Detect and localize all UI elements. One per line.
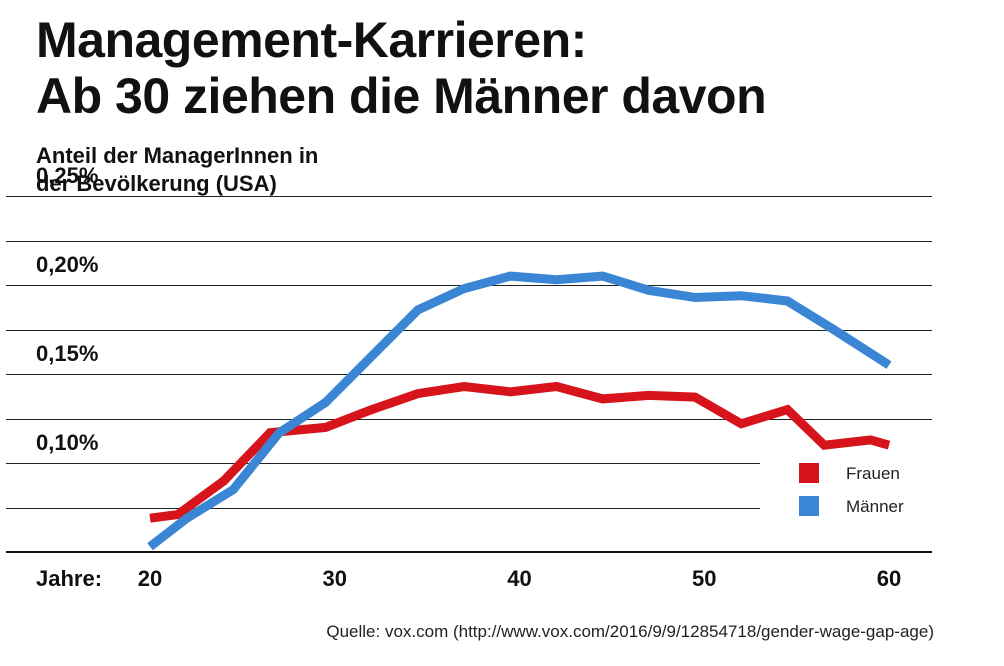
x-tick-label: 60: [877, 566, 901, 591]
title-line-1: Management-Karrieren:: [36, 12, 587, 68]
y-axis-label-line-2: der Bevölkerung (USA): [36, 171, 277, 196]
x-tick-label: 50: [692, 566, 716, 591]
title-line-2: Ab 30 ziehen die Männer davon: [36, 68, 767, 124]
x-axis-label: Jahre:: [36, 566, 102, 591]
y-axis-label: Anteil der ManagerInnen in der Bevölkeru…: [36, 142, 318, 198]
x-tick-label: 40: [507, 566, 531, 591]
y-tick-label: 0,20%: [36, 252, 98, 277]
y-tick-label: 0,15%: [36, 341, 98, 366]
chart-title: Management-Karrieren: Ab 30 ziehen die M…: [36, 12, 767, 124]
x-tick-label: 20: [138, 566, 162, 591]
y-axis-label-line-1: Anteil der ManagerInnen in: [36, 143, 319, 168]
y-tick-label: 0,10%: [36, 430, 98, 455]
y-tick-label: 0,25%: [36, 163, 98, 188]
legend-label: Männer: [846, 497, 904, 516]
x-tick-label: 30: [323, 566, 347, 591]
legend-swatch: [799, 463, 819, 483]
legend-swatch: [799, 496, 819, 516]
legend-label: Frauen: [846, 464, 900, 483]
series-line: [149, 381, 891, 523]
series-line: [147, 271, 892, 551]
source-note: Quelle: vox.com (http://www.vox.com/2016…: [326, 622, 934, 641]
